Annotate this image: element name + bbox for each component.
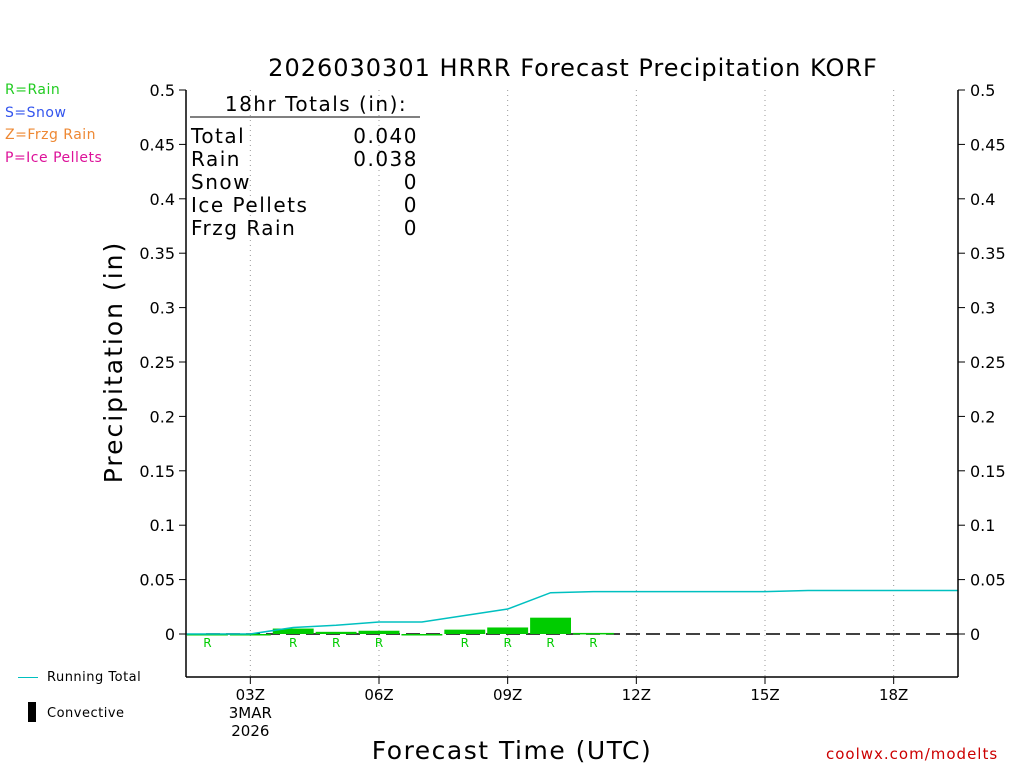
y-tick-label-left: 0.15: [139, 462, 175, 481]
totals-row-value: 0: [404, 170, 418, 194]
y-tick-label-left: 0.25: [139, 353, 175, 372]
totals-row-label: Total: [190, 124, 245, 148]
rain-bar: [401, 634, 443, 636]
rain-bar: [358, 630, 400, 634]
ptype-legend-rain: R=Rain: [5, 82, 61, 98]
totals-row-label: Ice Pellets: [191, 193, 308, 217]
y-tick-label-left: 0.45: [139, 135, 175, 154]
y-tick-label-right: 0: [970, 625, 980, 644]
ptype-marker-rain: R: [375, 636, 383, 650]
running-total-line: [186, 589, 958, 635]
y-tick-label-right: 0.25: [970, 353, 1006, 372]
totals-row-label: Frzg Rain: [191, 216, 296, 240]
x-tick-date: 3MAR: [229, 704, 272, 722]
y-tick-label-right: 0.2: [970, 407, 995, 426]
x-tick-label: 06Z: [364, 686, 393, 704]
ptype-legend-ice-pellets: P=Ice Pellets: [5, 150, 103, 166]
ptype-marker-rain: R: [289, 636, 297, 650]
rain-bar: [573, 632, 614, 635]
rain-bar: [444, 629, 486, 634]
running-total-legend-label: Running Total: [47, 670, 142, 685]
y-tick-label-left: 0.2: [150, 407, 175, 426]
running-total-swatch: [18, 677, 38, 678]
y-tick-label-right: 0.45: [970, 135, 1006, 154]
rain-bar: [487, 627, 529, 634]
ptype-marker-rain: R: [546, 636, 554, 650]
y-tick-label-left: 0.05: [139, 571, 175, 590]
y-tick-label-right: 0.5: [970, 81, 995, 100]
totals-row-value: 0.040: [353, 124, 418, 148]
x-tick-year: 2026: [231, 722, 269, 740]
y-tick-label-right: 0.3: [970, 299, 995, 318]
x-tick-label: 12Z: [622, 686, 651, 704]
y-tick-label-left: 0.3: [150, 299, 175, 318]
ptype-marker-rain: R: [461, 636, 469, 650]
totals-heading: 18hr Totals (in):: [225, 92, 407, 116]
x-tick-label: 18Z: [879, 686, 908, 704]
y-tick-label-right: 0.15: [970, 462, 1006, 481]
rain-bar: [315, 631, 357, 634]
ptype-marker-rain: R: [503, 636, 511, 650]
ptype-legend-snow: S=Snow: [5, 105, 67, 121]
y-tick-label-left: 0.5: [150, 81, 175, 100]
convective-legend-label: Convective: [47, 706, 125, 721]
ptype-marker-rain: R: [332, 636, 340, 650]
ptype-marker-rain: R: [589, 636, 597, 650]
convective-swatch: [28, 702, 36, 722]
chart-title: 2026030301 HRRR Forecast Precipitation K…: [268, 54, 878, 82]
y-tick-label-left: 0.35: [139, 244, 175, 263]
x-tick-label: 09Z: [493, 686, 522, 704]
ptype-legend-frzg-rain: Z=Frzg Rain: [5, 127, 97, 143]
y-tick-label-left: 0.4: [150, 190, 175, 209]
x-tick-label: 15Z: [750, 686, 779, 704]
y-axis-label: Precipitation (in): [99, 241, 128, 484]
y-tick-label-left: 0.1: [150, 516, 175, 535]
ptype-marker-rain: R: [203, 636, 211, 650]
rain-bar: [530, 617, 571, 634]
y-tick-label-right: 0.1: [970, 516, 995, 535]
x-axis-label: Forecast Time (UTC): [372, 736, 652, 765]
y-tick-label-left: 0: [165, 625, 175, 644]
totals-row-value: 0.038: [353, 147, 418, 171]
totals-row-value: 0: [404, 193, 418, 217]
totals-row-label: Snow: [191, 170, 251, 194]
y-tick-label-right: 0.4: [970, 190, 995, 209]
y-tick-label-right: 0.35: [970, 244, 1006, 263]
rain-bar: [272, 628, 314, 634]
x-tick-label: 03Z: [236, 686, 265, 704]
credit-text: coolwx.com/modelts: [826, 745, 999, 763]
totals-row-value: 0: [404, 216, 418, 240]
totals-row-label: Rain: [191, 147, 241, 171]
y-tick-label-right: 0.05: [970, 571, 1006, 590]
